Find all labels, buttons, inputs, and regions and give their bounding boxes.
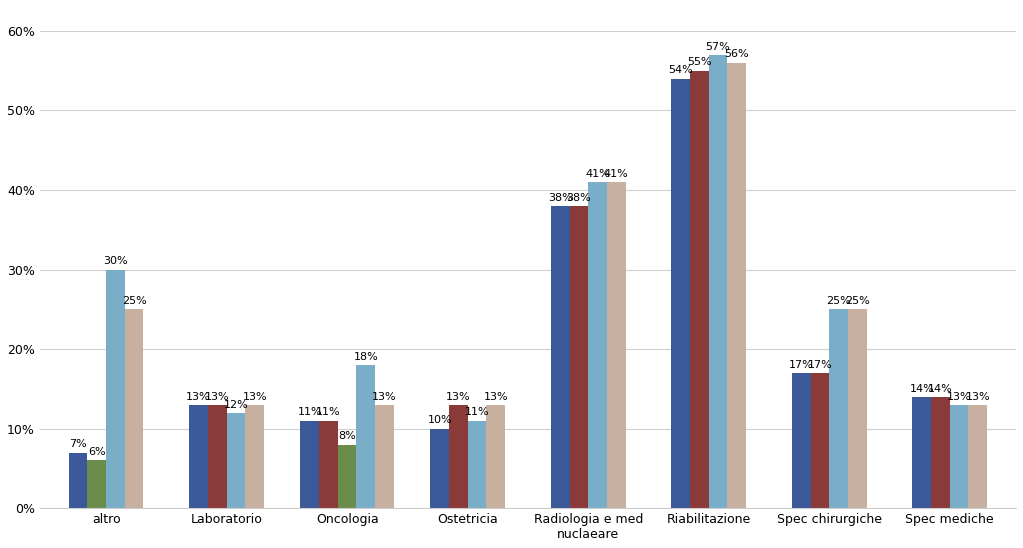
Text: 14%: 14% <box>909 384 934 393</box>
Text: 25%: 25% <box>122 296 146 306</box>
Bar <box>709 55 727 508</box>
Bar <box>949 405 969 508</box>
Text: 30%: 30% <box>103 256 128 266</box>
Bar <box>671 78 691 508</box>
Text: 14%: 14% <box>928 384 952 393</box>
Bar <box>356 365 375 508</box>
Bar <box>727 62 746 508</box>
Text: 13%: 13% <box>205 392 229 402</box>
Bar <box>125 309 143 508</box>
Bar <box>69 453 87 508</box>
Bar <box>338 444 356 508</box>
Text: 25%: 25% <box>845 296 870 306</box>
Text: 10%: 10% <box>428 415 452 425</box>
Text: 18%: 18% <box>354 352 379 362</box>
Bar <box>208 405 227 508</box>
Bar <box>607 182 625 508</box>
Text: 41%: 41% <box>604 169 628 179</box>
Bar <box>301 421 319 508</box>
Text: 7%: 7% <box>70 439 87 449</box>
Text: 38%: 38% <box>547 193 573 203</box>
Bar <box>969 405 987 508</box>
Text: 13%: 13% <box>484 392 508 402</box>
Text: 57%: 57% <box>706 42 730 52</box>
Bar <box>468 421 486 508</box>
Bar <box>810 373 830 508</box>
Bar <box>189 405 208 508</box>
Text: 13%: 13% <box>947 392 972 402</box>
Text: 17%: 17% <box>807 359 833 370</box>
Text: 41%: 41% <box>585 169 610 179</box>
Text: 13%: 13% <box>242 392 267 402</box>
Bar <box>486 405 505 508</box>
Bar <box>691 71 709 508</box>
Bar <box>431 429 449 508</box>
Text: 13%: 13% <box>372 392 397 402</box>
Bar <box>913 397 931 508</box>
Bar <box>106 270 125 508</box>
Text: 12%: 12% <box>224 399 249 409</box>
Text: 11%: 11% <box>316 408 341 418</box>
Bar <box>246 405 264 508</box>
Text: 17%: 17% <box>789 359 813 370</box>
Bar <box>375 405 394 508</box>
Text: 56%: 56% <box>724 49 749 59</box>
Text: 6%: 6% <box>88 447 105 457</box>
Text: 13%: 13% <box>186 392 211 402</box>
Bar <box>931 397 949 508</box>
Bar <box>550 206 570 508</box>
Bar <box>588 182 607 508</box>
Bar <box>830 309 848 508</box>
Bar <box>792 373 810 508</box>
Text: 8%: 8% <box>339 431 356 441</box>
Text: 13%: 13% <box>446 392 471 402</box>
Text: 11%: 11% <box>464 408 489 418</box>
Bar <box>319 421 338 508</box>
Text: 25%: 25% <box>827 296 851 306</box>
Bar <box>87 460 106 508</box>
Text: 38%: 38% <box>567 193 591 203</box>
Text: 11%: 11% <box>298 408 322 418</box>
Bar <box>227 413 246 508</box>
Bar <box>449 405 468 508</box>
Text: 13%: 13% <box>966 392 990 402</box>
Text: 55%: 55% <box>687 58 712 67</box>
Text: 54%: 54% <box>668 65 693 76</box>
Bar <box>570 206 588 508</box>
Bar <box>848 309 866 508</box>
